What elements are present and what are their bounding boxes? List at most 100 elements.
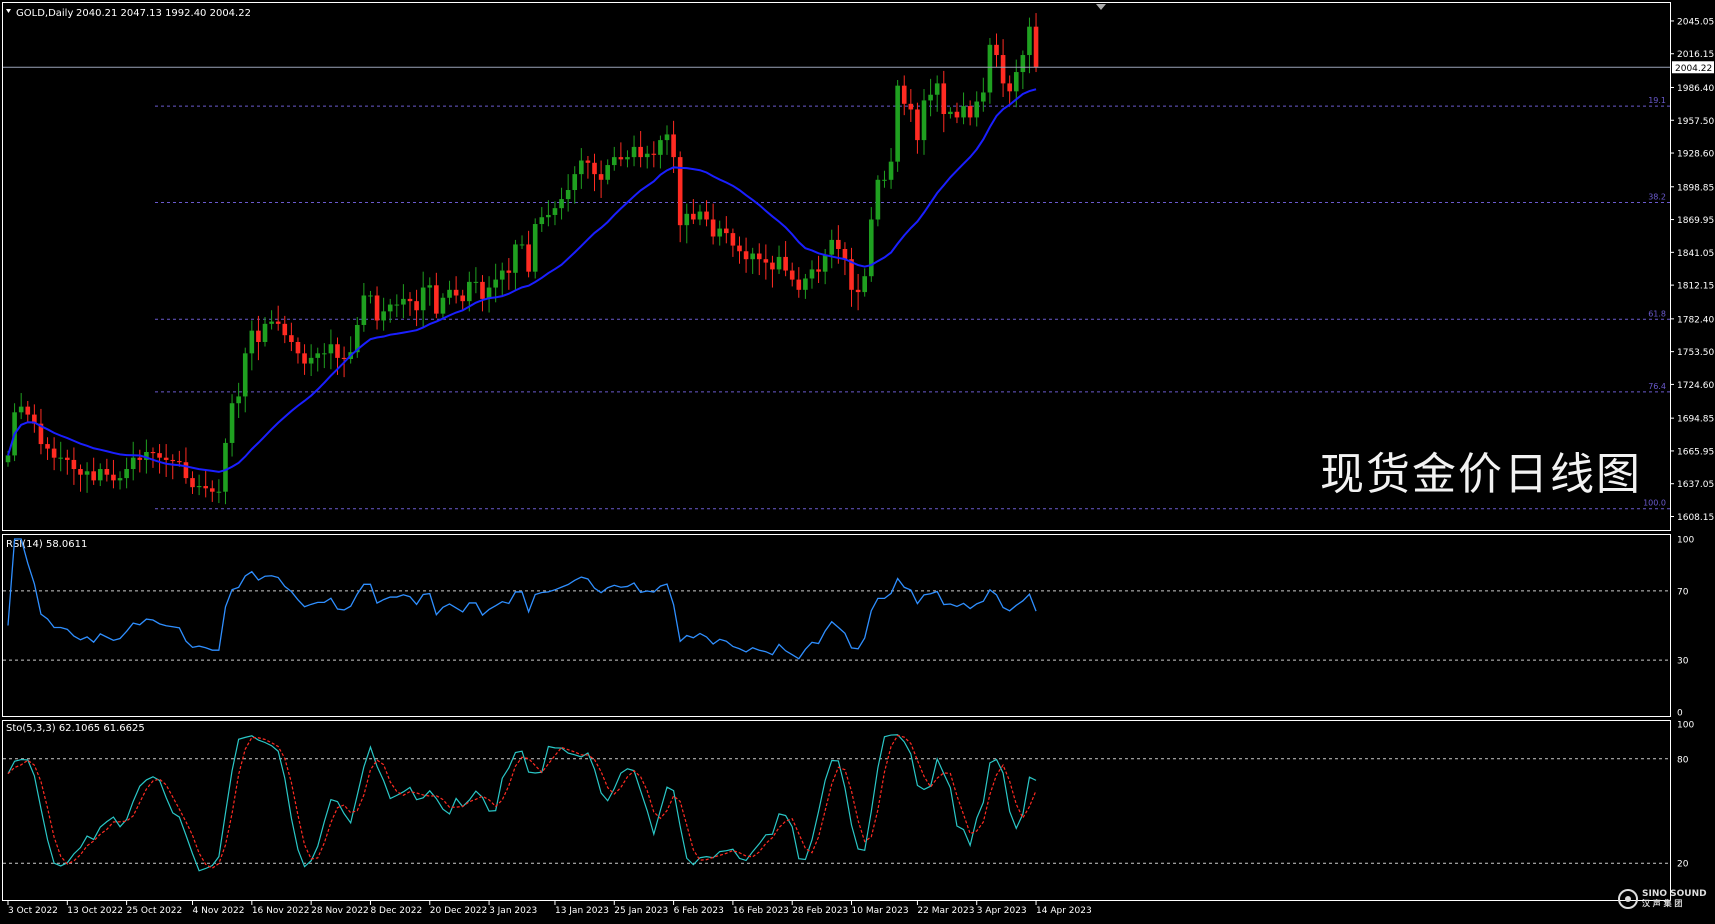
brand-name: SINO SOUND <box>1642 889 1707 899</box>
candle-body <box>394 304 400 306</box>
candle-body <box>724 228 729 234</box>
candle-body <box>763 259 769 263</box>
candle-body <box>25 406 31 415</box>
candle-body <box>223 442 228 492</box>
candle-body <box>104 469 110 475</box>
price-tick-label: 1724.60 <box>1677 381 1714 391</box>
candle-body <box>611 157 617 166</box>
candle-body <box>262 323 268 342</box>
time-tick-label: 3 Apr 2023 <box>977 906 1027 916</box>
time-tick-label: 14 Apr 2023 <box>1036 906 1092 916</box>
candle-body <box>750 253 755 260</box>
time-tick-label: 22 Mar 2023 <box>917 906 974 916</box>
candle-body <box>697 211 703 220</box>
candle-body <box>196 486 202 488</box>
price-tick-label: 1898.85 <box>1677 183 1714 193</box>
candle-body <box>816 269 821 272</box>
candle-body <box>717 228 723 237</box>
candle-body <box>163 457 169 460</box>
candle-body <box>572 174 578 191</box>
candle-body <box>45 444 50 449</box>
candle-body <box>532 224 538 272</box>
time-tick-label: 10 Mar 2023 <box>852 906 909 916</box>
candle-body <box>730 233 736 246</box>
time-axis: 3 Oct 2022 13 Oct 2022 25 Oct 2022 4 Nov 20… <box>7 901 1092 916</box>
candle-body <box>236 396 241 404</box>
price-tick-label: 1957.50 <box>1677 117 1714 127</box>
price-pane-border <box>2 2 1671 531</box>
candle-body <box>203 486 208 489</box>
price-tick-label: 2045.05 <box>1677 17 1714 27</box>
time-tick-label: 8 Dec 2022 <box>370 906 422 916</box>
time-tick-label: 3 Jan 2023 <box>489 906 537 916</box>
candle-body <box>71 459 77 470</box>
stoch-signal-line <box>7 734 1037 869</box>
candle-body <box>664 134 670 141</box>
candle-body <box>289 335 294 342</box>
price-axis: 2045.05 2016.15 1986.40 1957.50 1928.60 1898.… <box>1670 17 1714 523</box>
candle-body <box>302 353 307 364</box>
time-tick-label: 16 Feb 2023 <box>733 906 789 916</box>
candle-body <box>862 276 867 293</box>
candle-body <box>130 457 136 470</box>
candle-body <box>888 161 894 180</box>
time-tick-label: 28 Nov 2022 <box>311 906 369 916</box>
collapse-arrow-icon[interactable] <box>6 9 11 13</box>
candle-body <box>677 157 683 226</box>
fib-label: 19.1 <box>1648 96 1666 105</box>
rsi-pane-border <box>2 534 1671 717</box>
candle-body <box>908 103 914 110</box>
time-tick-label: 16 Nov 2022 <box>252 906 310 916</box>
candle-body <box>513 244 518 273</box>
candle-body <box>1020 55 1026 73</box>
candle-body <box>374 295 380 321</box>
candle-body <box>315 353 321 358</box>
candle-body <box>381 311 386 321</box>
price-tick-label: 1812.15 <box>1677 282 1714 292</box>
candle-body <box>5 455 11 463</box>
time-tick-label: 13 Oct 2022 <box>67 906 123 916</box>
chart-shift-marker-icon[interactable] <box>1096 4 1106 10</box>
candle-body <box>737 245 742 252</box>
time-tick-label: 6 Feb 2023 <box>674 906 724 916</box>
time-tick-label: 4 Nov 2022 <box>193 906 245 916</box>
stoch-pane-border <box>2 720 1671 901</box>
candle-body <box>480 281 485 299</box>
moving-average <box>7 88 1037 473</box>
time-tick-label: 25 Oct 2022 <box>127 906 183 916</box>
stoch-tick-label: 80 <box>1677 755 1689 765</box>
candle-body <box>117 478 123 481</box>
candle-body <box>875 179 881 220</box>
candle-body <box>387 304 393 312</box>
price-tick-label: 1608.15 <box>1677 513 1714 523</box>
candle-body <box>1033 26 1039 68</box>
stoch-tick-label: 20 <box>1677 860 1689 870</box>
candle-body <box>32 414 37 424</box>
candle-body <box>526 244 531 272</box>
candle-body <box>585 160 591 163</box>
candle-body <box>638 146 643 158</box>
candle-body <box>658 140 663 155</box>
candle-body <box>559 199 564 209</box>
stoch-tick-label: 100 <box>1677 721 1694 731</box>
candle-body <box>414 301 419 311</box>
candle-body <box>420 287 426 311</box>
candle-body <box>18 406 24 413</box>
candle-body <box>427 285 433 288</box>
candle-body <box>855 289 861 293</box>
candle-body <box>209 488 215 492</box>
candle-body <box>704 211 709 220</box>
candle-body <box>282 323 288 336</box>
candle-body <box>598 174 604 180</box>
candle-body <box>592 162 597 175</box>
candle-body <box>928 94 933 101</box>
current-price-box <box>1672 61 1714 74</box>
candle-body <box>868 219 874 277</box>
candle-body <box>460 295 466 302</box>
price-tick-label: 1782.40 <box>1677 315 1714 325</box>
candle-body <box>111 474 116 481</box>
candle-body <box>829 239 835 255</box>
rsi-tick-label: 100 <box>1677 536 1694 546</box>
